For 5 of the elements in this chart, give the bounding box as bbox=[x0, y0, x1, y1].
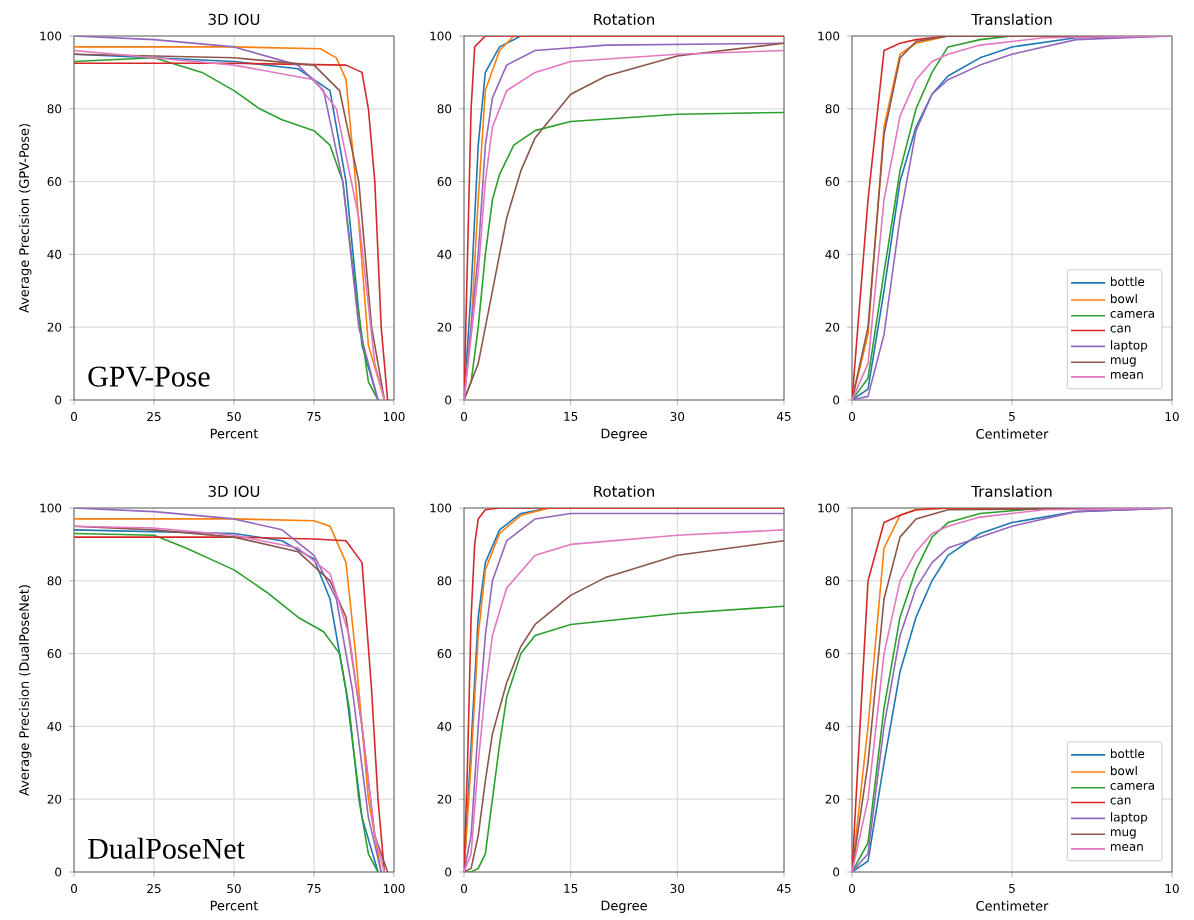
line-series bbox=[852, 508, 1173, 872]
line-series bbox=[852, 35, 1173, 400]
annotation: GPV-Pose bbox=[88, 366, 210, 387]
annotation: DualPoseNet bbox=[88, 837, 245, 859]
line-series bbox=[464, 605, 785, 872]
